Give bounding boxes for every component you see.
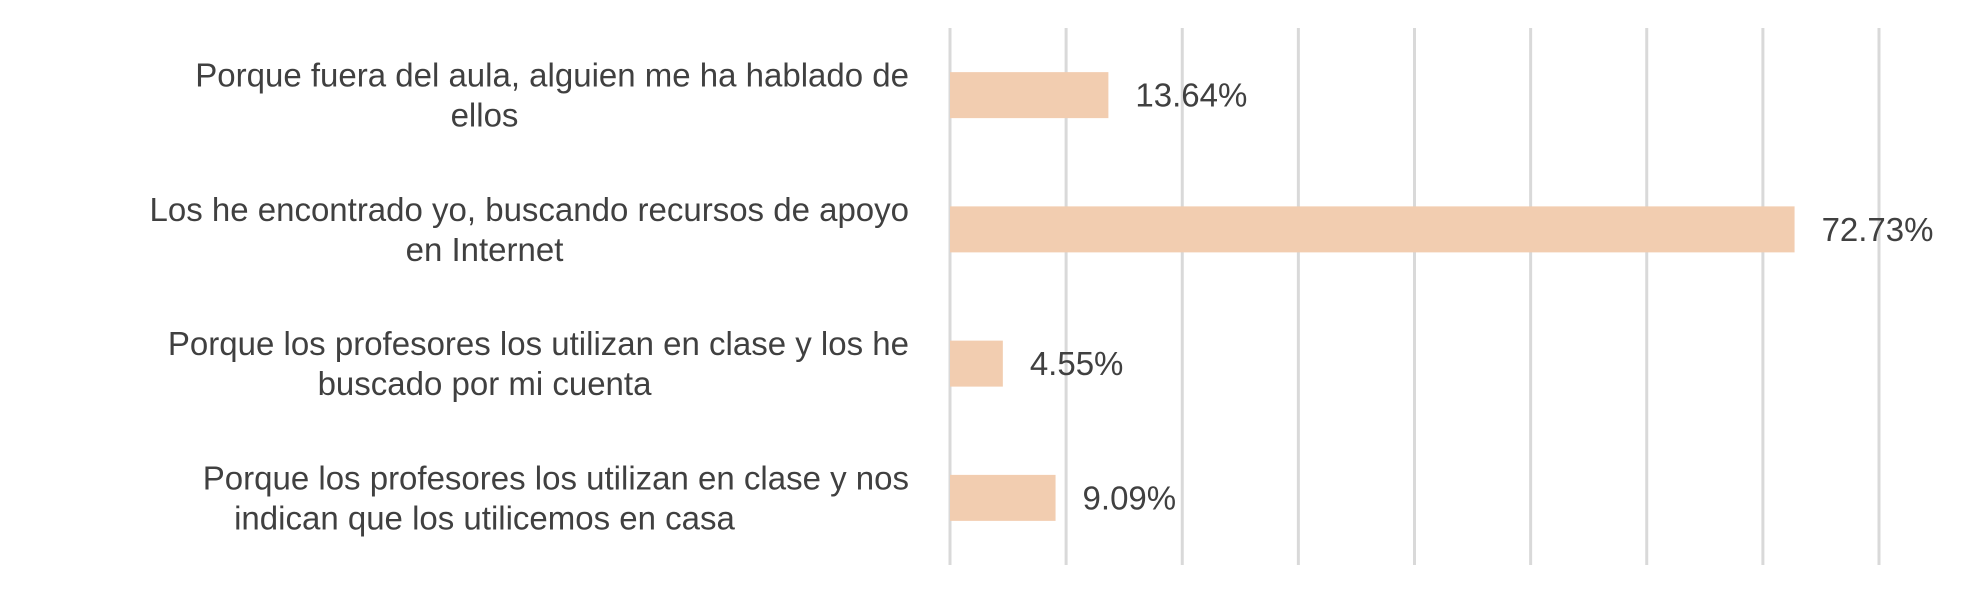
bar bbox=[950, 474, 1056, 521]
data-label: 4.55% bbox=[1030, 345, 1124, 382]
category-label: buscado por mi cuenta bbox=[318, 365, 653, 402]
data-label: 72.73% bbox=[1822, 211, 1934, 248]
bar bbox=[950, 72, 1109, 119]
data-label: 9.09% bbox=[1083, 479, 1177, 516]
data-label: 13.64% bbox=[1135, 77, 1247, 114]
category-label: Los he encontrado yo, buscando recursos … bbox=[149, 191, 909, 228]
category-label: Porque los profesores los utilizan en cl… bbox=[203, 459, 909, 496]
bar bbox=[950, 340, 1003, 387]
category-label: ellos bbox=[451, 97, 519, 134]
category-label: Porque fuera del aula, alguien me ha hab… bbox=[195, 57, 909, 94]
category-label: Porque los profesores los utilizan en cl… bbox=[168, 325, 909, 362]
category-label: en Internet bbox=[406, 231, 564, 268]
category-label: indican que los utilicemos en casa bbox=[234, 499, 735, 536]
bar bbox=[950, 206, 1795, 253]
